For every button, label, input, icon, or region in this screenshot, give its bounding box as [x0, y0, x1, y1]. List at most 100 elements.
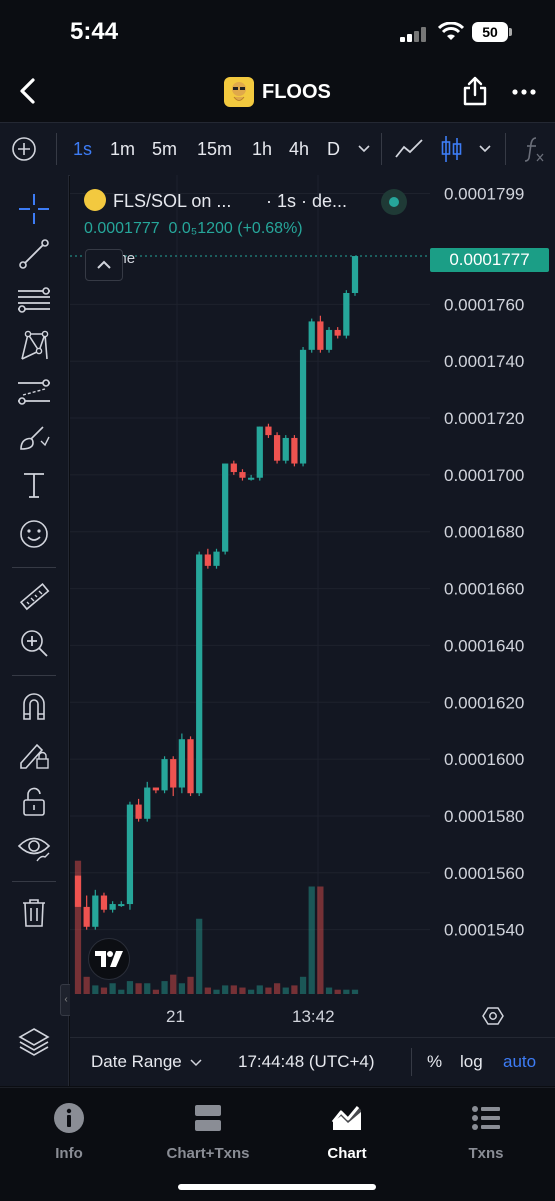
fib-retracement-icon[interactable] — [17, 283, 51, 317]
collapse-legend-button[interactable] — [85, 249, 123, 281]
tradingview-logo-icon — [95, 951, 123, 967]
price-axis-label: 0.0001700 — [444, 466, 524, 485]
tab-chart-txns[interactable]: Chart+Txns — [148, 1102, 268, 1162]
line-chart-type-icon[interactable] — [394, 137, 426, 161]
price-axis-label: 0.0001660 — [444, 580, 524, 599]
price-axis-label: 0.0001540 — [444, 921, 524, 940]
volume-bar — [126, 981, 134, 994]
candle-body — [308, 321, 315, 350]
add-indicator-icon[interactable] — [11, 136, 37, 162]
price-axis-label: 0.0001640 — [444, 636, 524, 655]
interval-5m[interactable]: 5m — [152, 139, 178, 159]
tab-txns[interactable]: Txns — [426, 1102, 546, 1162]
volume-bar — [135, 983, 142, 994]
home-indicator — [178, 1184, 376, 1190]
candle-body — [144, 787, 151, 819]
token-logo-icon — [232, 82, 246, 101]
crosshair-icon[interactable] — [17, 192, 51, 226]
legend-values: 0.0001777 0.0₅1200 (+0.68%) — [84, 220, 303, 238]
symbol-resolution: · 1s · de... — [266, 191, 348, 211]
candle-body — [152, 787, 160, 791]
volume-bar — [273, 983, 281, 994]
candle-body — [222, 463, 229, 552]
volume-bar — [204, 987, 211, 994]
candle-body — [299, 349, 307, 464]
candle-body — [239, 472, 246, 478]
auto-scale-toggle[interactable]: auto — [503, 1052, 537, 1071]
interval-d[interactable]: D — [327, 139, 340, 159]
candle-body — [126, 804, 134, 905]
chart-toolbar: 1s 1m 5m 15m 1h 4h D — [0, 122, 555, 176]
volume-bar — [118, 989, 125, 994]
chevron-down-icon — [190, 1059, 202, 1067]
more-options-icon[interactable] — [512, 89, 536, 95]
candle-body — [230, 463, 237, 473]
info-icon — [54, 1103, 84, 1133]
volume-bar — [170, 974, 177, 994]
price-axis-label: 0.0001680 — [444, 523, 524, 542]
candle-body — [256, 426, 263, 478]
function-indicators-icon[interactable] — [522, 135, 546, 163]
trend-line-icon[interactable] — [17, 237, 51, 271]
zoom-in-icon[interactable] — [17, 626, 51, 660]
volume-bar — [325, 987, 333, 994]
volume-bar — [109, 983, 116, 994]
candle-body — [351, 256, 359, 293]
candle-body — [100, 895, 108, 910]
volume-bar — [178, 983, 185, 994]
volume-bar — [152, 989, 160, 994]
emoji-icon[interactable] — [17, 517, 51, 551]
candle-body — [74, 875, 82, 907]
interval-1h[interactable]: 1h — [252, 139, 273, 159]
market-status-icon[interactable] — [381, 189, 407, 215]
tradingview-logo[interactable] — [88, 938, 130, 980]
tab-txns-label: Txns — [468, 1145, 504, 1162]
volume-bar — [74, 860, 82, 994]
price-axis-label: 0.0001760 — [444, 295, 524, 314]
token-title: FLOOS — [262, 80, 331, 103]
status-bar: 5:44 50 — [0, 0, 555, 62]
volume-bar — [100, 987, 108, 994]
interval-15m[interactable]: 15m — [197, 139, 233, 159]
volume-bar — [343, 989, 350, 994]
volume-bar — [213, 989, 220, 994]
volume-bar — [308, 886, 315, 994]
eye-visibility-icon[interactable] — [17, 831, 51, 865]
object-tree-layers-icon[interactable] — [17, 1025, 51, 1059]
candle-body — [282, 437, 289, 461]
legend-change: 0.0₅1200 (+0.68%) — [168, 220, 303, 237]
tab-info[interactable]: Info — [9, 1102, 129, 1162]
forecasting-tool-icon[interactable] — [17, 375, 51, 409]
candlestick-chart[interactable]: 0.0001799 0.0001760 0.0001740 0.0001720 0.00… — [70, 175, 555, 1037]
ruler-icon[interactable] — [17, 580, 51, 614]
status-time: 5:44 — [70, 18, 119, 45]
interval-dropdown-chevron-icon[interactable] — [357, 141, 371, 155]
chart-area[interactable]: 0.0001799 0.0001760 0.0001740 0.0001720 0.00… — [70, 175, 555, 1085]
time-axis-label-day: 21 — [166, 1007, 185, 1026]
candle-body — [325, 329, 333, 350]
unlock-icon[interactable] — [17, 785, 51, 819]
chart-type-dropdown-chevron-icon[interactable] — [478, 141, 492, 155]
pattern-tool-icon[interactable] — [17, 329, 51, 363]
price-axis-label: 0.0001560 — [444, 864, 524, 883]
lock-drawings-pencil-icon[interactable] — [17, 737, 51, 771]
interval-4h[interactable]: 4h — [289, 139, 310, 159]
back-chevron-icon[interactable] — [14, 76, 44, 106]
percent-scale-toggle[interactable]: % — [427, 1052, 443, 1071]
date-range-button[interactable]: Date Range — [91, 1052, 202, 1072]
text-tool-icon[interactable] — [17, 468, 51, 502]
trash-icon[interactable] — [17, 895, 51, 929]
candlestick-chart-type-icon[interactable] — [440, 134, 464, 164]
chart-settings-icon[interactable] — [482, 1005, 504, 1027]
price-axis-label: 0.0001600 — [444, 750, 524, 769]
volume-bar — [299, 976, 307, 994]
timezone-clock[interactable]: 17:44:48 (UTC+4) — [238, 1052, 375, 1071]
log-scale-toggle[interactable]: log — [460, 1052, 483, 1071]
share-icon[interactable] — [462, 76, 488, 106]
interval-1m[interactable]: 1m — [110, 139, 136, 159]
tab-chart[interactable]: Chart — [287, 1102, 407, 1162]
interval-1s[interactable]: 1s — [73, 139, 93, 159]
magnet-icon[interactable] — [17, 689, 51, 723]
drawing-toolbar — [0, 175, 69, 1086]
brush-tool-icon[interactable] — [17, 421, 51, 455]
